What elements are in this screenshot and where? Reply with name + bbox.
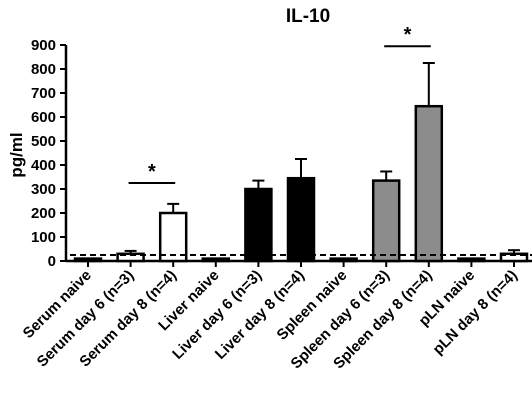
axes: 0 100 200 300 400 500 600 700 800 900	[31, 37, 532, 270]
bar	[457, 257, 486, 263]
y-tick-label: 800	[31, 61, 56, 78]
y-tick-label: 400	[31, 157, 56, 174]
bar	[414, 104, 444, 263]
bar	[371, 179, 401, 263]
bars	[73, 62, 529, 263]
bar	[73, 257, 103, 263]
bar	[244, 187, 273, 263]
bar	[286, 176, 316, 263]
significance-star: *	[148, 161, 156, 183]
y-tick-label: 300	[31, 181, 56, 198]
y-tick-label: 700	[31, 85, 56, 102]
y-tick-label: 900	[31, 37, 56, 54]
y-tick-label: 600	[31, 109, 56, 126]
y-axis-label: pg/ml	[7, 132, 26, 177]
y-tick-label: 0	[48, 253, 56, 270]
bar	[158, 211, 188, 263]
annotations: **	[70, 24, 532, 256]
y-tick-label: 200	[31, 205, 56, 222]
bar	[201, 257, 231, 263]
bar	[329, 257, 358, 263]
y-tick-label: 500	[31, 133, 56, 150]
significance-star: *	[404, 24, 412, 46]
y-tick-label: 100	[31, 229, 56, 246]
chart-title: IL-10	[286, 6, 330, 27]
